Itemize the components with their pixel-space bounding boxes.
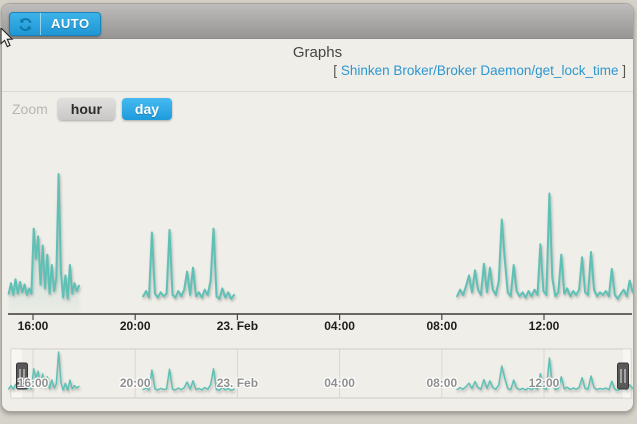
chart-subtitle: [ Shinken Broker/Broker Daemon/get_lock_… [2, 63, 633, 78]
chart-title: Graphs [292, 44, 343, 61]
navigator-right-handle[interactable] [617, 362, 629, 390]
navigator-label: 04:00 [324, 376, 355, 390]
navigator-label: 23. Feb [216, 376, 259, 390]
auto-button-label: AUTO [51, 16, 90, 31]
navigator-label: 16:00 [17, 376, 49, 390]
navigator-frame [10, 348, 632, 399]
graphs-panel: AUTO Graphs [ Shinken Broker/Broker Daem… [1, 3, 634, 412]
navigator-series-line [456, 357, 633, 392]
navigator-series-line [142, 368, 235, 392]
chart-canvas[interactable] [1, 3, 634, 412]
mouse-cursor [0, 28, 14, 48]
x-axis-label: 08:00 [426, 319, 458, 333]
x-axis [8, 313, 632, 320]
x-axis-label: 04:00 [324, 319, 355, 333]
series-line [142, 227, 236, 300]
zoom-controls: Zoom hour day [2, 92, 633, 126]
navigator-handles[interactable] [16, 362, 629, 390]
series-line [7, 173, 80, 300]
main-series [7, 173, 633, 313]
navigator-label: 20:00 [119, 376, 151, 390]
chart-subtitle-link[interactable]: Shinken Broker/Broker Daemon/get_lock_ti… [340, 63, 619, 78]
navigator-label: 08:00 [426, 376, 458, 390]
zoom-label: Zoom [12, 101, 48, 117]
chart-header: Graphs [ Shinken Broker/Broker Daemon/ge… [2, 39, 633, 92]
zoom-hour-button[interactable]: hour [57, 98, 115, 120]
x-axis-label: 16:00 [17, 319, 49, 333]
x-axis-label: 20:00 [119, 319, 151, 333]
navigator-label: 12:00 [528, 376, 560, 390]
x-axis-label: 12:00 [528, 319, 560, 333]
panel-titlebar: AUTO [2, 4, 633, 39]
subtitle-bracket-close: ] [622, 63, 626, 78]
zoom-day-button[interactable]: day [121, 98, 173, 120]
refresh-icon [10, 13, 41, 35]
navigator-left-handle[interactable] [16, 362, 28, 390]
auto-refresh-button[interactable]: AUTO [9, 12, 101, 36]
series-line [456, 192, 633, 300]
x-axis-label: 23. Feb [216, 319, 259, 333]
subtitle-bracket-open: [ [333, 63, 338, 78]
